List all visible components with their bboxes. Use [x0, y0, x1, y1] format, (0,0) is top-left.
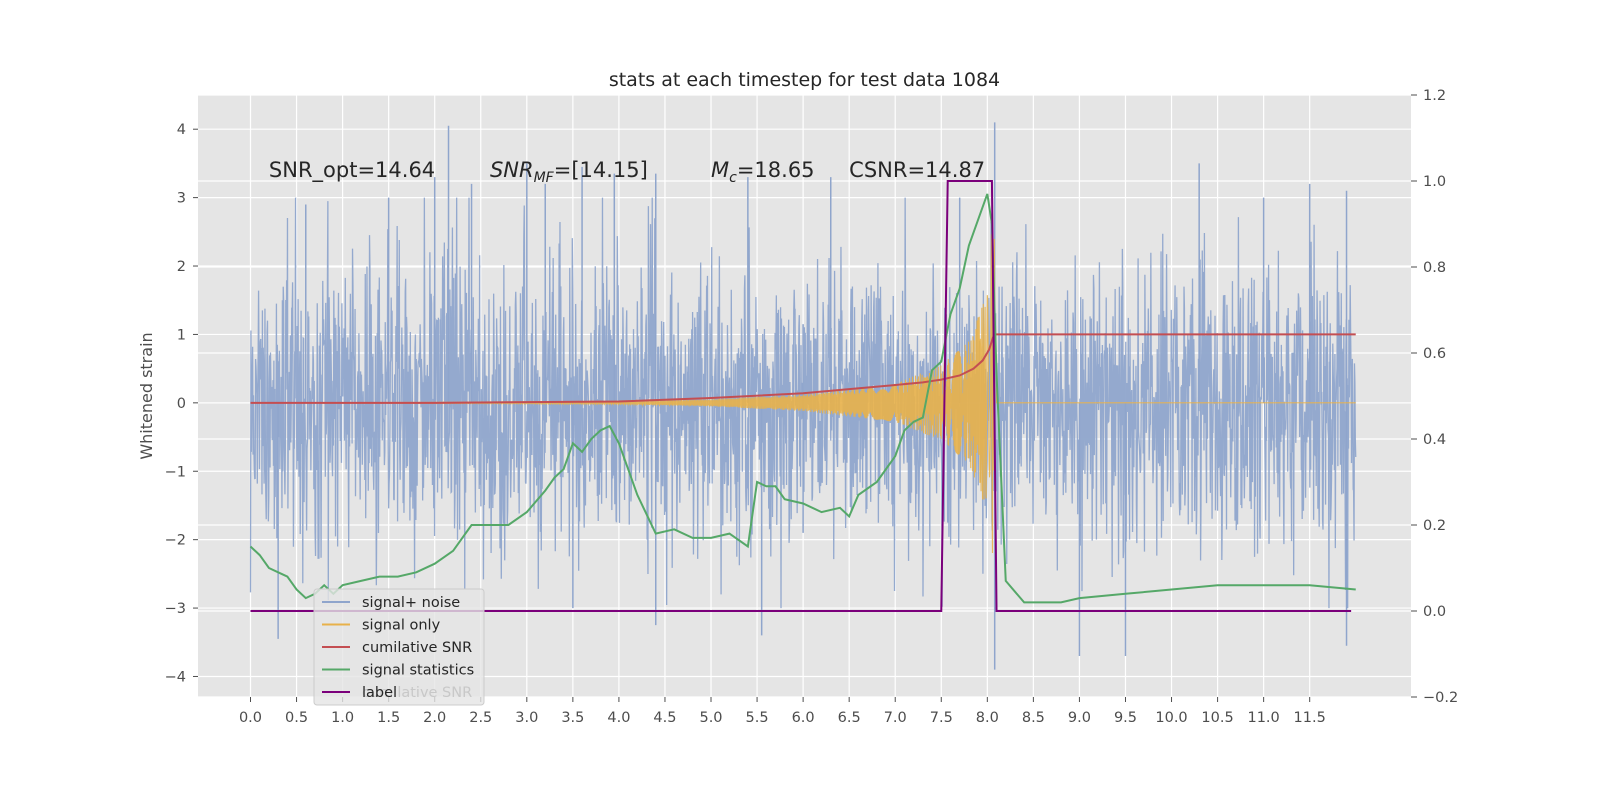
y-tick-label: −3 — [165, 601, 186, 617]
y-tick-label: 3 — [177, 191, 186, 207]
x-tick-label: 5.0 — [699, 710, 722, 726]
x-tick-label: 1.0 — [331, 710, 354, 726]
y2-tick-label: −0.2 — [1423, 690, 1458, 706]
y2-tick-label: 0.2 — [1423, 518, 1446, 534]
x-tick-label: 1.5 — [377, 710, 400, 726]
x-tick-label: 4.0 — [607, 710, 630, 726]
y-tick-label: 1 — [177, 327, 186, 343]
x-tick-label: 6.5 — [838, 710, 861, 726]
legend: cumilative SNR signal+ noise signal only cu… — [313, 588, 485, 706]
series-line-label — [250, 180, 1352, 612]
x-tick-label: 2.0 — [423, 710, 446, 726]
x-tick-label: 11.5 — [1294, 710, 1326, 726]
series-line-signal-statistics — [249, 193, 1356, 604]
x-tick-label: 8.5 — [1022, 710, 1045, 726]
y-axis: −4 −3 −2 −1 0 1 2 3 4 — [165, 122, 198, 685]
legend-label: signal statistics — [362, 663, 474, 679]
x-tick-label: 3.5 — [561, 710, 584, 726]
y2-tick-label: 0.0 — [1423, 604, 1446, 620]
legend-label: label — [362, 685, 397, 701]
x-tick-label: 7.5 — [930, 710, 953, 726]
x-tick-label: 3.0 — [515, 710, 538, 726]
y2-tick-label: 1.0 — [1423, 174, 1446, 190]
legend-item: label — [322, 685, 397, 701]
y-tick-label: 2 — [177, 259, 186, 275]
legend-item: signal statistics — [322, 663, 474, 679]
legend-obscured-text: cumilative SNR — [362, 685, 472, 701]
x-tick-label: 9.5 — [1114, 710, 1137, 726]
x-tick-label: 8.0 — [976, 710, 999, 726]
legend-item: signal+ noise — [322, 595, 460, 611]
x-axis: 0.0 0.5 1.0 1.5 2.0 2.5 3.0 3.5 4.0 4.5 5.0 5.5 6.0 6… — [239, 697, 1326, 726]
annotation-text: SNRMF=[14.15] — [490, 158, 648, 186]
chart-title: stats at each timestep for test data 108… — [609, 69, 1000, 91]
y-tick-label: −2 — [165, 533, 186, 549]
x-tick-label: 2.5 — [469, 710, 492, 726]
annotation-text: CSNR=14.87 — [849, 158, 985, 182]
y2-tick-label: 0.8 — [1423, 260, 1446, 276]
y-tick-label: −1 — [165, 464, 186, 480]
x-tick-label: 11.0 — [1247, 710, 1279, 726]
plot-series — [249, 122, 1357, 670]
y2-axis: −0.2 0.0 0.2 0.4 0.6 0.8 1.0 1.2 — [1411, 88, 1458, 706]
x-tick-label: 7.0 — [884, 710, 907, 726]
x-tick-label: 10.0 — [1155, 710, 1187, 726]
annotation-text: SNR_opt=14.64 — [269, 158, 435, 183]
y2-tick-label: 0.4 — [1423, 432, 1446, 448]
y2-tick-label: 1.2 — [1423, 88, 1446, 104]
x-tick-label: 4.5 — [653, 710, 676, 726]
x-tick-label: 10.5 — [1201, 710, 1233, 726]
legend-item: signal only — [322, 618, 441, 634]
y-tick-label: 0 — [177, 396, 186, 412]
y-axis-label: Whitened strain — [137, 332, 156, 459]
annotations: SNR_opt=14.64 SNRMF=[14.15] Mc=18.65 CSNR=1… — [269, 158, 985, 186]
y-tick-label: 4 — [177, 122, 186, 138]
legend-label: cumilative SNR — [362, 640, 472, 656]
y-tick-label: −4 — [165, 669, 186, 685]
annotation-text: Mc=18.65 — [711, 158, 815, 186]
legend-label: signal+ noise — [362, 595, 460, 611]
x-tick-label: 0.0 — [239, 710, 262, 726]
x-tick-label: 6.0 — [792, 710, 815, 726]
legend-box — [313, 588, 485, 706]
x-tick-label: 9.0 — [1068, 710, 1091, 726]
legend-item: cumilative SNR — [322, 640, 472, 656]
legend-label: signal only — [362, 618, 441, 634]
y2-tick-label: 0.6 — [1423, 346, 1446, 362]
x-tick-label: 0.5 — [285, 710, 308, 726]
x-tick-label: 5.5 — [746, 710, 769, 726]
